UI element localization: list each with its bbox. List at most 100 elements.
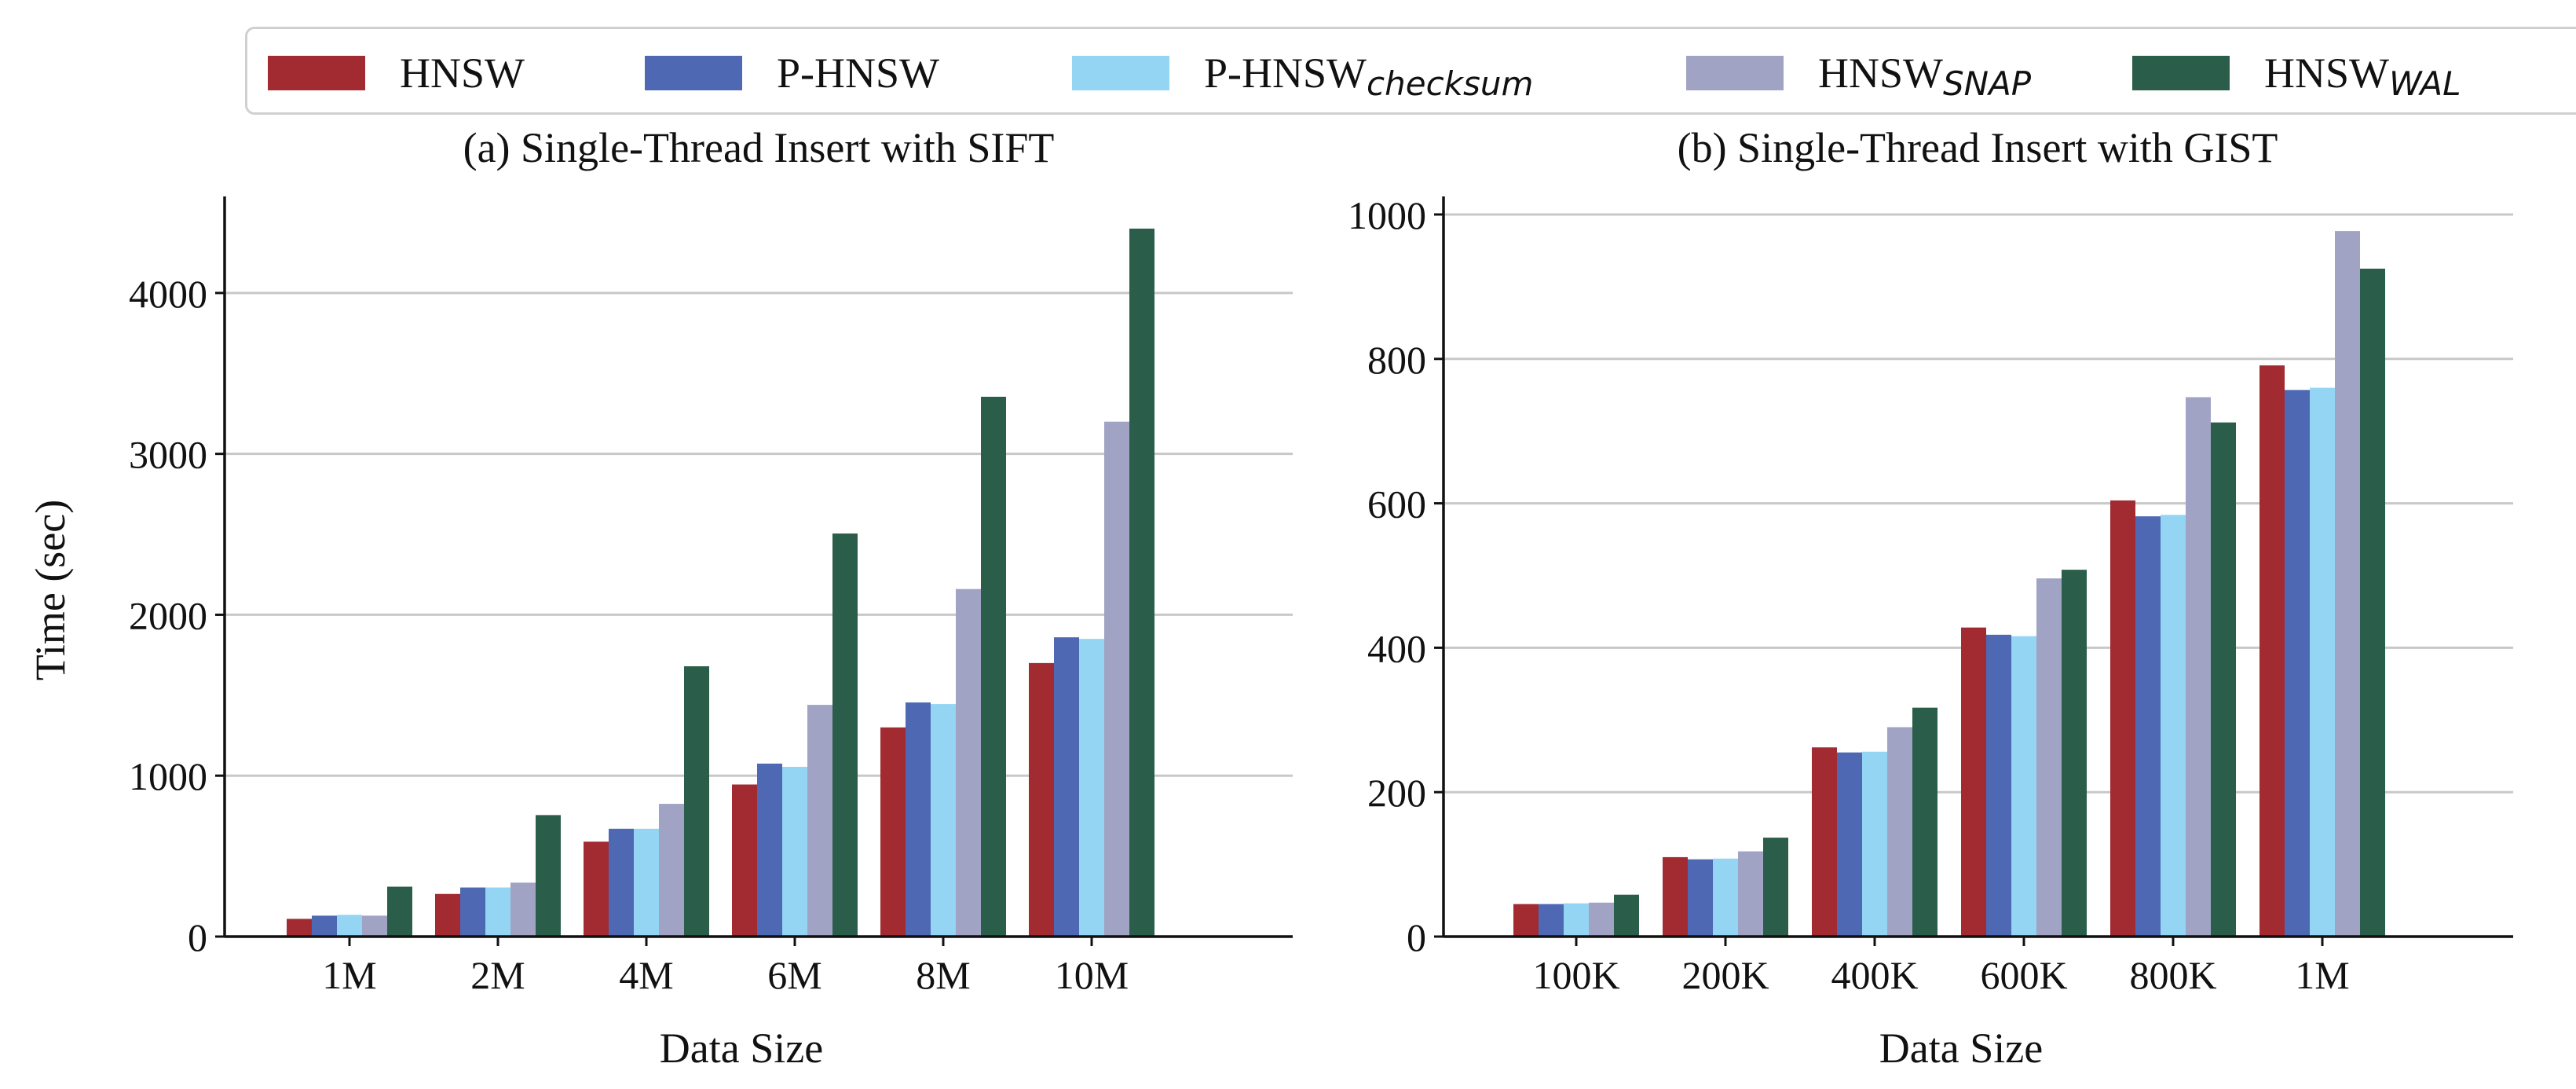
legend-item-p-hnsw: P-HNSW bbox=[645, 29, 939, 117]
bar-p-hnsw-checksum-4m bbox=[634, 828, 659, 937]
legend-swatch-hnsw bbox=[268, 56, 365, 90]
x-tick-label: 1M bbox=[322, 953, 376, 997]
bar-hnsw-wal-800k bbox=[2211, 422, 2236, 937]
y-tick-label: 0 bbox=[1407, 915, 1426, 959]
bar-p-hnsw-600k bbox=[1986, 634, 2011, 937]
y-tick-label: 4000 bbox=[129, 272, 207, 316]
bar-hnsw-600k bbox=[1961, 627, 1986, 937]
x-axis-label: Data Size bbox=[1879, 1025, 2043, 1072]
bar-hnsw-wal-600k bbox=[2062, 570, 2087, 937]
bar-hnsw-snap-400k bbox=[1887, 727, 1912, 937]
y-tick-label: 0 bbox=[188, 915, 207, 959]
y-tick-label: 3000 bbox=[129, 433, 207, 477]
bar-hnsw-1m bbox=[2259, 365, 2285, 937]
legend-item-hnsw-wal: HNSWWAL bbox=[2132, 29, 2461, 117]
x-tick-label: 400K bbox=[1831, 953, 1918, 997]
legend-item-hnsw-snap: HNSWSNAP bbox=[1686, 29, 2031, 117]
legend-label-hnsw: HNSW bbox=[400, 50, 525, 97]
bar-hnsw-10m bbox=[1029, 662, 1054, 937]
bar-hnsw-snap-4m bbox=[659, 804, 684, 937]
bar-hnsw-snap-200k bbox=[1738, 851, 1763, 937]
chart-title: (a) Single-Thread Insert with SIFT bbox=[463, 124, 1055, 171]
y-tick-label: 1000 bbox=[129, 754, 207, 798]
x-tick-label: 6M bbox=[767, 953, 821, 997]
bar-p-hnsw-checksum-2m bbox=[485, 887, 510, 937]
y-tick-label: 800 bbox=[1367, 338, 1426, 382]
bar-hnsw-wal-2m bbox=[536, 815, 561, 937]
bar-p-hnsw-checksum-600k bbox=[2011, 636, 2036, 937]
legend-label-p-hnsw-checksum: P-HNSWchecksum bbox=[1204, 50, 1534, 103]
bar-hnsw-wal-100k bbox=[1614, 894, 1639, 937]
bar-hnsw-snap-100k bbox=[1589, 902, 1614, 937]
bar-hnsw-100k bbox=[1513, 904, 1539, 937]
bar-p-hnsw-100k bbox=[1539, 904, 1564, 937]
bar-hnsw-6m bbox=[732, 784, 757, 937]
x-tick-label: 4M bbox=[619, 953, 673, 997]
bar-hnsw-wal-200k bbox=[1763, 838, 1788, 937]
bar-hnsw-snap-10m bbox=[1104, 421, 1129, 937]
bar-p-hnsw-8m bbox=[906, 702, 931, 937]
legend-label-p-hnsw: P-HNSW bbox=[777, 50, 940, 97]
x-tick-label: 800K bbox=[2129, 953, 2216, 997]
bar-hnsw-snap-6m bbox=[807, 705, 832, 937]
x-tick-label: 200K bbox=[1681, 953, 1769, 997]
bar-p-hnsw-800k bbox=[2135, 516, 2161, 937]
x-tick-label: 100K bbox=[1532, 953, 1619, 997]
bar-p-hnsw-checksum-100k bbox=[1564, 903, 1589, 937]
bar-hnsw-wal-1m bbox=[2360, 268, 2385, 937]
legend-swatch-hnsw-snap bbox=[1686, 56, 1784, 90]
bar-hnsw-snap-2m bbox=[510, 882, 536, 937]
bar-hnsw-wal-4m bbox=[684, 666, 709, 937]
chart-panel-a: 0 1000 2000 3000 4000 1M 2M 4M 6M 8M 10M (a) Single… bbox=[27, 124, 1293, 1072]
legend-item-p-hnsw-checksum: P-HNSWchecksum bbox=[1072, 29, 1533, 117]
chart-panel-b: 0 200 400 600 800 1000 100K 200K 400K 600K 800K 1M (… bbox=[1348, 124, 2513, 1072]
bar-p-hnsw-4m bbox=[609, 828, 634, 937]
bar-hnsw-200k bbox=[1663, 856, 1688, 937]
legend-label-hnsw-snap: HNSWSNAP bbox=[1818, 50, 2032, 103]
bar-hnsw-wal-6m bbox=[832, 534, 858, 937]
bar-p-hnsw-checksum-200k bbox=[1713, 858, 1738, 937]
bar-hnsw-8m bbox=[880, 727, 906, 937]
chart-title: (b) Single-Thread Insert with GIST bbox=[1678, 124, 2278, 171]
bar-hnsw-snap-1m bbox=[2335, 231, 2360, 937]
x-tick-label: 600K bbox=[1980, 953, 2067, 997]
x-tick-label: 8M bbox=[916, 953, 970, 997]
bar-p-hnsw-checksum-6m bbox=[782, 766, 807, 937]
bar-hnsw-800k bbox=[2110, 500, 2135, 937]
y-tick-label: 2000 bbox=[129, 593, 207, 637]
bar-p-hnsw-checksum-1m bbox=[2310, 387, 2335, 937]
y-tick-label: 200 bbox=[1367, 771, 1426, 815]
legend-item-hnsw: HNSW bbox=[268, 29, 525, 117]
legend-label-hnsw-wal: HNSWWAL bbox=[2264, 50, 2461, 103]
bar-p-hnsw-10m bbox=[1054, 637, 1079, 937]
bar-hnsw-wal-1m bbox=[387, 886, 412, 937]
legend-swatch-hnsw-wal bbox=[2132, 56, 2230, 90]
bar-hnsw-wal-400k bbox=[1912, 707, 1937, 937]
bar-hnsw-wal-8m bbox=[981, 396, 1006, 937]
x-tick-label: 2M bbox=[470, 953, 525, 997]
legend: HNSW P-HNSW P-HNSWchecksum HNSWSNAP HNSW… bbox=[245, 27, 2576, 115]
bar-hnsw-4m bbox=[584, 842, 609, 937]
bar-p-hnsw-400k bbox=[1837, 752, 1862, 937]
bar-p-hnsw-1m bbox=[312, 915, 337, 937]
bar-p-hnsw-6m bbox=[757, 763, 782, 937]
bar-hnsw-snap-8m bbox=[956, 588, 981, 937]
bar-hnsw-snap-1m bbox=[362, 915, 387, 937]
x-axis-label: Data Size bbox=[660, 1025, 823, 1072]
legend-swatch-p-hnsw-checksum bbox=[1072, 56, 1169, 90]
bar-hnsw-2m bbox=[435, 893, 460, 937]
bar-p-hnsw-1m bbox=[2285, 390, 2310, 937]
bar-hnsw-400k bbox=[1812, 747, 1837, 937]
bar-p-hnsw-checksum-1m bbox=[337, 915, 362, 937]
bar-hnsw-wal-10m bbox=[1129, 228, 1154, 937]
bar-hnsw-snap-800k bbox=[2186, 397, 2211, 937]
x-tick-label: 10M bbox=[1055, 953, 1129, 997]
bar-hnsw-snap-600k bbox=[2036, 578, 2062, 937]
y-tick-label: 600 bbox=[1367, 482, 1426, 526]
bar-p-hnsw-checksum-800k bbox=[2161, 515, 2186, 937]
bar-p-hnsw-checksum-8m bbox=[931, 704, 956, 937]
bar-hnsw-1m bbox=[287, 918, 312, 937]
bar-p-hnsw-checksum-10m bbox=[1079, 639, 1104, 937]
bar-p-hnsw-200k bbox=[1688, 859, 1713, 937]
